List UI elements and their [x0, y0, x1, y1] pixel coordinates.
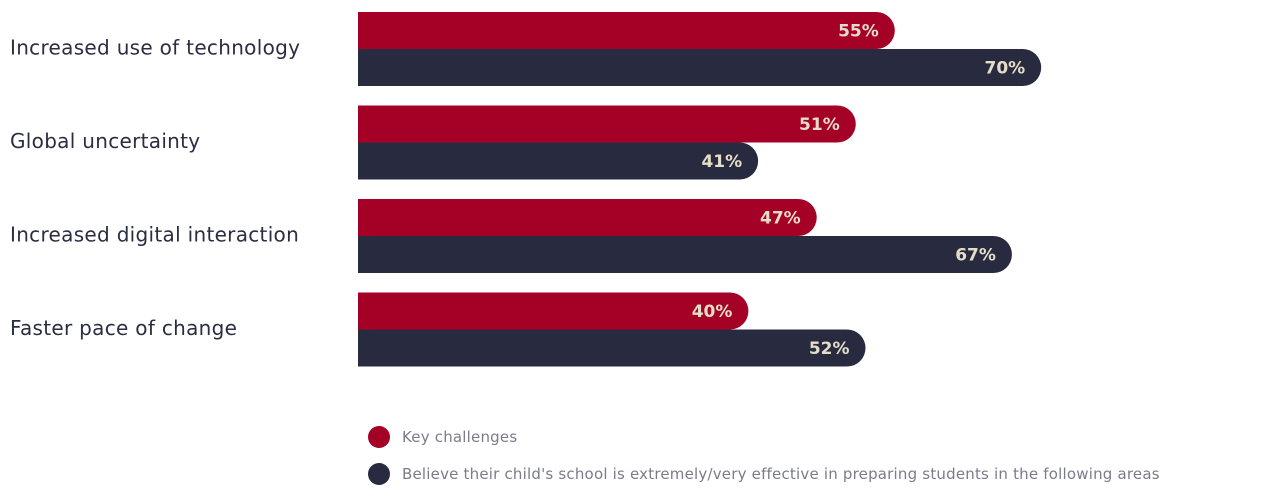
value-label-faster-pace-of-change-series-2: 52%	[809, 339, 850, 359]
value-label-increased-use-of-technology-series-2: 70%	[984, 59, 1025, 79]
bar-chart: Increased use of technology 55% 70% Global …	[0, 0, 1287, 400]
value-label-global-uncertainty-series-1: 51%	[799, 115, 840, 135]
legend-item-key-challenges: Key challenges	[368, 425, 1160, 449]
category-label-increased-digital-interaction: Increased digital interaction	[10, 223, 299, 247]
value-label-increased-digital-interaction-series-2: 67%	[955, 246, 996, 266]
value-label-increased-digital-interaction-series-1: 47%	[760, 209, 801, 229]
value-label-faster-pace-of-change-series-1: 40%	[692, 302, 733, 322]
chart-legend: Key challenges Believe their child's sch…	[368, 425, 1160, 499]
bar-faster-pace-of-change-series-1	[358, 293, 748, 330]
legend-item-school-effective: Believe their child's school is extremel…	[368, 462, 1160, 486]
category-label-global-uncertainty: Global uncertainty	[10, 129, 200, 153]
bar-increased-digital-interaction-series-1	[358, 199, 817, 236]
category-label-increased-use-of-technology: Increased use of technology	[10, 36, 300, 60]
legend-label-school-effective: Believe their child's school is extremel…	[402, 465, 1160, 483]
bar-increased-digital-interaction-series-2	[358, 236, 1012, 273]
value-label-global-uncertainty-series-2: 41%	[701, 152, 742, 172]
category-label-faster-pace-of-change: Faster pace of change	[10, 316, 237, 340]
bar-increased-use-of-technology-series-2	[358, 49, 1041, 86]
bar-global-uncertainty-series-2	[358, 143, 758, 180]
bar-increased-use-of-technology-series-1	[358, 12, 895, 49]
legend-swatch-school-effective	[368, 463, 390, 485]
value-label-increased-use-of-technology-series-1: 55%	[838, 22, 879, 42]
legend-swatch-key-challenges	[368, 426, 390, 448]
legend-label-key-challenges: Key challenges	[402, 428, 517, 446]
bar-global-uncertainty-series-1	[358, 106, 856, 143]
bar-faster-pace-of-change-series-2	[358, 330, 866, 367]
